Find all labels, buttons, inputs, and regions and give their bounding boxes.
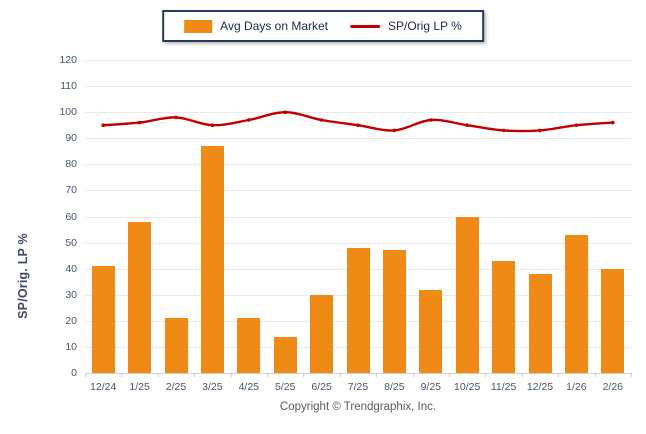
axis-tick-mark [376,373,378,377]
line-point [501,128,506,133]
line-point [319,118,324,122]
line-point [174,115,178,120]
axis-tick-mark [267,373,268,377]
y-tick-label: 40 [65,262,77,275]
bar [128,221,152,373]
x-tick-label: 11/25 [490,381,517,393]
axis-tick-mark [303,373,305,377]
x-tick-label: 4/25 [238,381,260,393]
gridline [85,373,631,374]
gridline [85,164,631,166]
trend-line [102,110,614,133]
x-tick-label: 5/25 [274,381,296,393]
bar [564,234,588,373]
axis-tick-mark [631,373,632,377]
x-tick-label: 8/25 [384,381,405,393]
y-tick-label: 10 [65,340,77,353]
line-point [101,123,105,127]
bar [310,294,334,373]
gridline [85,138,631,140]
x-tick-label: 2/26 [602,381,624,393]
x-tick-label: 10/25 [454,381,481,393]
y-axis-title: SP/Orig. LP % [16,233,30,319]
axis-tick-mark [558,373,560,377]
copyright-text: Copyright © Trendgraphix, Inc. [279,401,437,413]
x-tick-label: 12/25 [526,381,554,393]
axis-tick-mark [485,373,487,377]
bar [200,146,224,373]
gridline [85,60,631,61]
axis-tick-mark [339,373,341,377]
x-tick-label: 12/24 [90,381,117,393]
bar [455,216,479,373]
bar [346,247,370,373]
line-point [538,128,542,133]
line-point [611,120,615,125]
line-series-swatch-icon [350,24,381,28]
line-point [574,123,579,127]
axis-tick-mark [449,373,450,377]
axis-tick-mark [230,373,232,377]
axis-tick-mark [194,373,196,377]
gridline [85,86,631,88]
x-tick-label: 1/26 [566,381,587,393]
bar [528,273,552,373]
x-tick-label: 6/25 [311,381,332,393]
legend-label-bar: Avg Days on Market [220,19,329,33]
axis-tick-mark [594,373,596,377]
y-tick-label: 30 [65,288,77,301]
axis-tick-mark [121,373,123,377]
y-tick-label: 100 [59,106,77,119]
bar [273,336,297,373]
bar [601,268,625,373]
gridline [85,216,631,218]
line-point [392,128,397,133]
x-tick-label: 1/25 [129,381,150,393]
axis-tick-mark [85,373,86,377]
line-point [137,120,142,125]
legend-item-line: SP/Orig LP % [350,19,462,33]
y-tick-label: 70 [65,184,77,197]
line-point [210,123,215,127]
axis-tick-mark [412,373,414,377]
y-tick-label: 20 [65,314,77,327]
bar [419,289,443,373]
y-tick-label: 90 [65,132,77,145]
legend-item-bar: Avg Days on Market [184,19,328,33]
chart-legend: Avg Days on Market SP/Orig LP % [162,10,484,42]
plot-area: SP/Orig. LP % 0 10 20 30 40 50 60 70 80 90 100 110 1… [16,54,632,393]
line-point [356,123,360,127]
bar [164,318,188,373]
y-tick-label: 50 [65,236,77,249]
trend-line-layer [101,110,615,133]
gridline [85,242,631,244]
y-tick-label: 110 [60,80,77,93]
line-point [247,118,251,122]
axis-tick-mark [157,373,159,377]
y-tick-label: 0 [71,367,77,379]
y-tick-label: 80 [65,158,77,171]
gridline [85,190,631,192]
bar [492,260,516,373]
line-point [465,123,470,127]
x-tick-label: 3/25 [202,381,223,393]
legend-label-line: SP/Orig LP % [388,19,462,33]
bar-series-swatch-icon [184,19,213,33]
y-tick-label: 60 [65,210,77,223]
bar [382,250,406,373]
y-tick-label: 120 [59,54,77,66]
bar [91,266,115,373]
line-point [429,118,433,122]
x-tick-label: 7/25 [347,381,369,393]
x-tick-label: 9/25 [420,381,442,393]
line-point [283,110,287,114]
bar [237,318,261,373]
gridline [85,112,631,114]
x-tick-label: 2/25 [165,381,187,393]
axis-tick-mark [521,373,523,377]
